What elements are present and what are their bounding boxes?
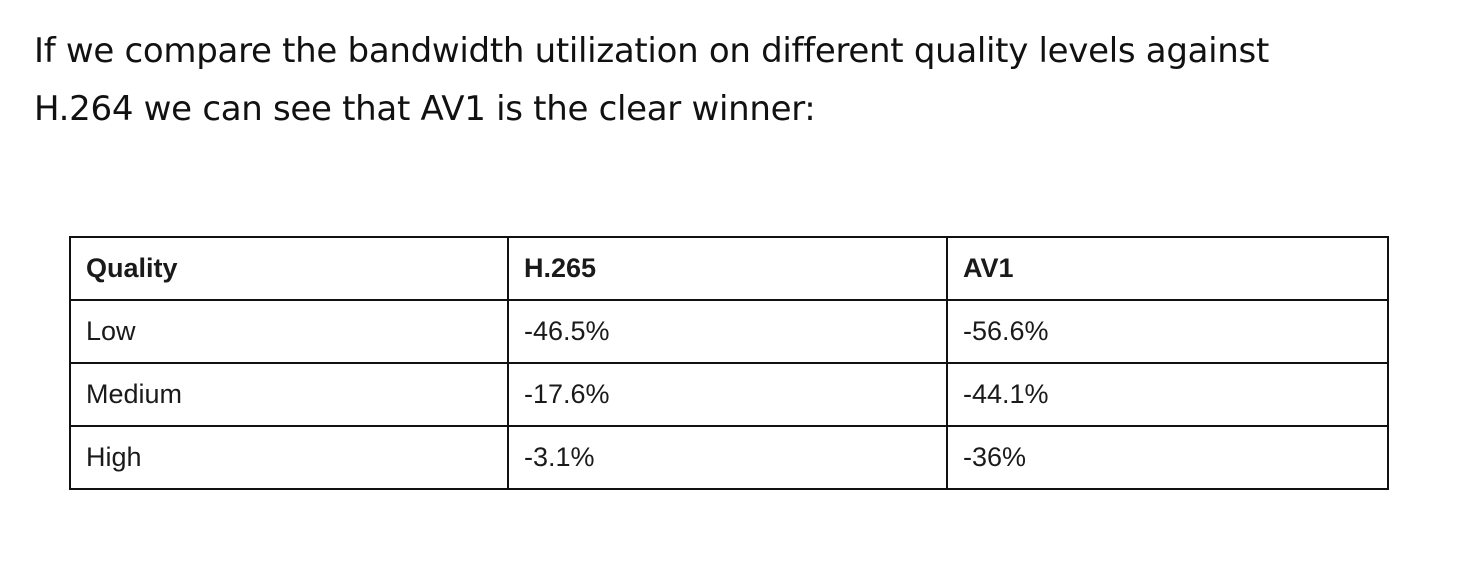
intro-paragraph: If we compare the bandwidth utilization … [34, 22, 1434, 138]
cell-quality: Medium [69, 362, 509, 427]
table-row: Medium -17.6% -44.1% [69, 362, 1389, 427]
table-header-row: Quality H.265 AV1 [69, 236, 1389, 301]
bandwidth-comparison-table: Quality H.265 AV1 Low -46.5% -56.6% Medi… [69, 236, 1389, 490]
table-row: High -3.1% -36% [69, 425, 1389, 490]
cell-quality: High [69, 425, 509, 490]
cell-h265: -3.1% [507, 425, 948, 490]
cell-av1: -44.1% [946, 362, 1389, 427]
intro-line-2: H.264 we can see that AV1 is the clear w… [34, 89, 816, 129]
intro-line-1: If we compare the bandwidth utilization … [34, 31, 1270, 71]
cell-h265: -17.6% [507, 362, 948, 427]
cell-quality: Low [69, 299, 509, 364]
cell-av1: -56.6% [946, 299, 1389, 364]
cell-h265: -46.5% [507, 299, 948, 364]
header-h265: H.265 [507, 236, 948, 301]
header-quality: Quality [69, 236, 509, 301]
header-av1: AV1 [946, 236, 1389, 301]
table-row: Low -46.5% -56.6% [69, 299, 1389, 364]
cell-av1: -36% [946, 425, 1389, 490]
